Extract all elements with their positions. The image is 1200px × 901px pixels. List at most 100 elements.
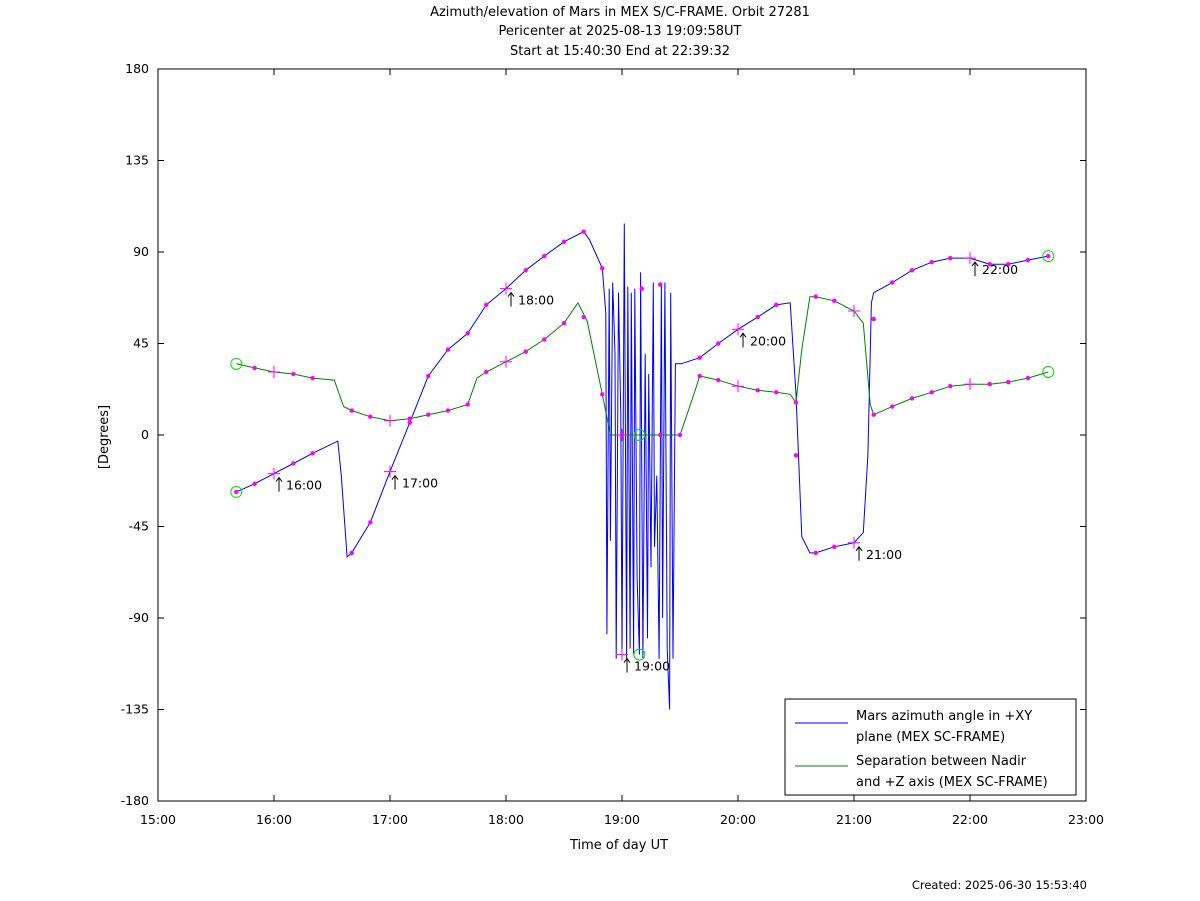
data-point-marker [310, 451, 315, 456]
x-tick-label: 16:00 [256, 812, 292, 827]
time-annotation-label: 16:00 [286, 478, 322, 493]
plot-frame [157, 68, 1087, 802]
data-point-marker [561, 320, 567, 326]
data-point-marker [929, 259, 934, 265]
time-annotation-label: 18:00 [518, 293, 554, 308]
data-point-marker [832, 544, 837, 550]
data-point-marker [465, 402, 470, 407]
y-tick-label: 180 [125, 61, 149, 76]
data-point-marker [658, 432, 663, 438]
data-point-marker [368, 414, 373, 419]
data-point-marker [581, 314, 586, 320]
data-point-marker [987, 381, 992, 387]
data-point-marker [445, 347, 451, 352]
data-point-marker [310, 375, 315, 381]
y-tick-label: 0 [141, 427, 149, 442]
chart-title-line-2: Pericenter at 2025-08-13 19:09:58UT [498, 24, 742, 39]
data-point-marker [291, 461, 296, 466]
data-point-marker [1025, 375, 1031, 381]
data-point-marker [368, 520, 373, 525]
y-tick-label: 45 [133, 336, 149, 351]
data-point-marker [793, 400, 799, 405]
data-point-marker [658, 282, 663, 287]
y-tick-label: 90 [133, 244, 149, 259]
data-point-marker [890, 404, 895, 409]
data-point-marker [813, 294, 818, 299]
data-point-marker [1006, 262, 1011, 267]
endpoint-circle-marker [230, 485, 243, 498]
data-point-marker [407, 416, 412, 421]
endpoint-circle-marker [1042, 365, 1055, 378]
x-tick-label: 21:00 [836, 812, 872, 827]
annotation-layer: 16:00 17:00 18:00 19:00 20:00 21:00 22:00 [275, 261, 1018, 674]
time-annotation-label: 22:00 [982, 262, 1018, 277]
data-point-marker [349, 550, 354, 556]
time-annotation-label: 17:00 [402, 476, 438, 491]
x-tick-label: 18:00 [488, 812, 524, 827]
annotation-arrow-head [391, 474, 399, 480]
data-point-marker [909, 268, 915, 273]
created-timestamp: Created: 2025-06-30 15:53:40 [911, 878, 1087, 892]
data-point-marker [542, 337, 547, 342]
y-tick-label: -45 [129, 519, 149, 534]
annotation-arrow-head [739, 332, 747, 338]
data-point-marker [716, 341, 721, 346]
data-point-marker [755, 314, 760, 320]
legend-label-azimuth-line2: plane (MEX SC-FRAME) [856, 730, 1005, 745]
annotation-arrow-head [507, 291, 515, 297]
data-point-marker [523, 268, 528, 273]
data-point-marker [234, 489, 239, 495]
y-tick-label: -180 [121, 793, 149, 808]
data-point-marker [291, 371, 296, 377]
y-tick-label: -135 [121, 702, 149, 717]
data-point-marker [349, 408, 354, 413]
data-point-marker [484, 369, 489, 375]
time-annotation-label: 21:00 [866, 547, 902, 562]
legend-label-separation-line1: Separation between Nadir [856, 754, 1027, 769]
x-tick-label: 23:00 [1068, 812, 1104, 827]
data-point-marker [542, 253, 547, 259]
data-point-marker [871, 412, 876, 417]
marker-layer [230, 229, 1055, 661]
data-point-marker [716, 377, 721, 383]
legend-box [784, 698, 1077, 796]
data-point-marker [407, 420, 412, 425]
series-layer [236, 223, 1049, 710]
time-annotation-label: 19:00 [634, 659, 670, 674]
annotation-arrow-head [275, 476, 283, 482]
endpoint-circle-marker [230, 357, 243, 370]
chart-title-line-3: Start at 15:40:30 End at 22:39:32 [509, 44, 731, 59]
data-point-marker [793, 453, 799, 458]
endpoint-circle-marker [633, 648, 646, 661]
data-point-marker [697, 355, 702, 360]
x-axis-label: Time of day UT [569, 838, 668, 853]
x-tick-label: 15:00 [140, 812, 176, 827]
data-point-marker [697, 373, 702, 379]
data-point-marker [252, 365, 257, 371]
endpoint-circle-marker [1042, 250, 1055, 263]
x-tick-label: 19:00 [604, 812, 640, 827]
data-point-marker [948, 384, 953, 389]
data-point-marker [252, 481, 257, 486]
data-point-marker [832, 298, 837, 303]
annotation-arrow-head [971, 261, 979, 267]
endpoint-circle-marker [633, 429, 646, 441]
data-point-marker [1025, 257, 1031, 263]
series-line-separation [236, 296, 1049, 436]
data-point-marker [523, 349, 528, 354]
data-point-marker [909, 396, 915, 401]
data-point-marker [871, 316, 876, 322]
annotation-arrow-head [855, 545, 863, 552]
y-tick-label: -90 [129, 610, 149, 625]
data-point-marker [813, 550, 818, 556]
data-point-marker [426, 412, 431, 417]
data-point-marker [600, 392, 605, 397]
x-tick-label: 17:00 [372, 812, 408, 827]
data-point-marker [1006, 379, 1011, 385]
data-point-marker [561, 239, 567, 245]
legend-label-separation-line2: and +Z axis (MEX SC-FRAME) [856, 775, 1048, 790]
data-point-marker [426, 373, 431, 379]
data-point-marker [774, 302, 779, 308]
legend-label-azimuth-line1: Mars azimuth angle in +XY [856, 709, 1032, 724]
